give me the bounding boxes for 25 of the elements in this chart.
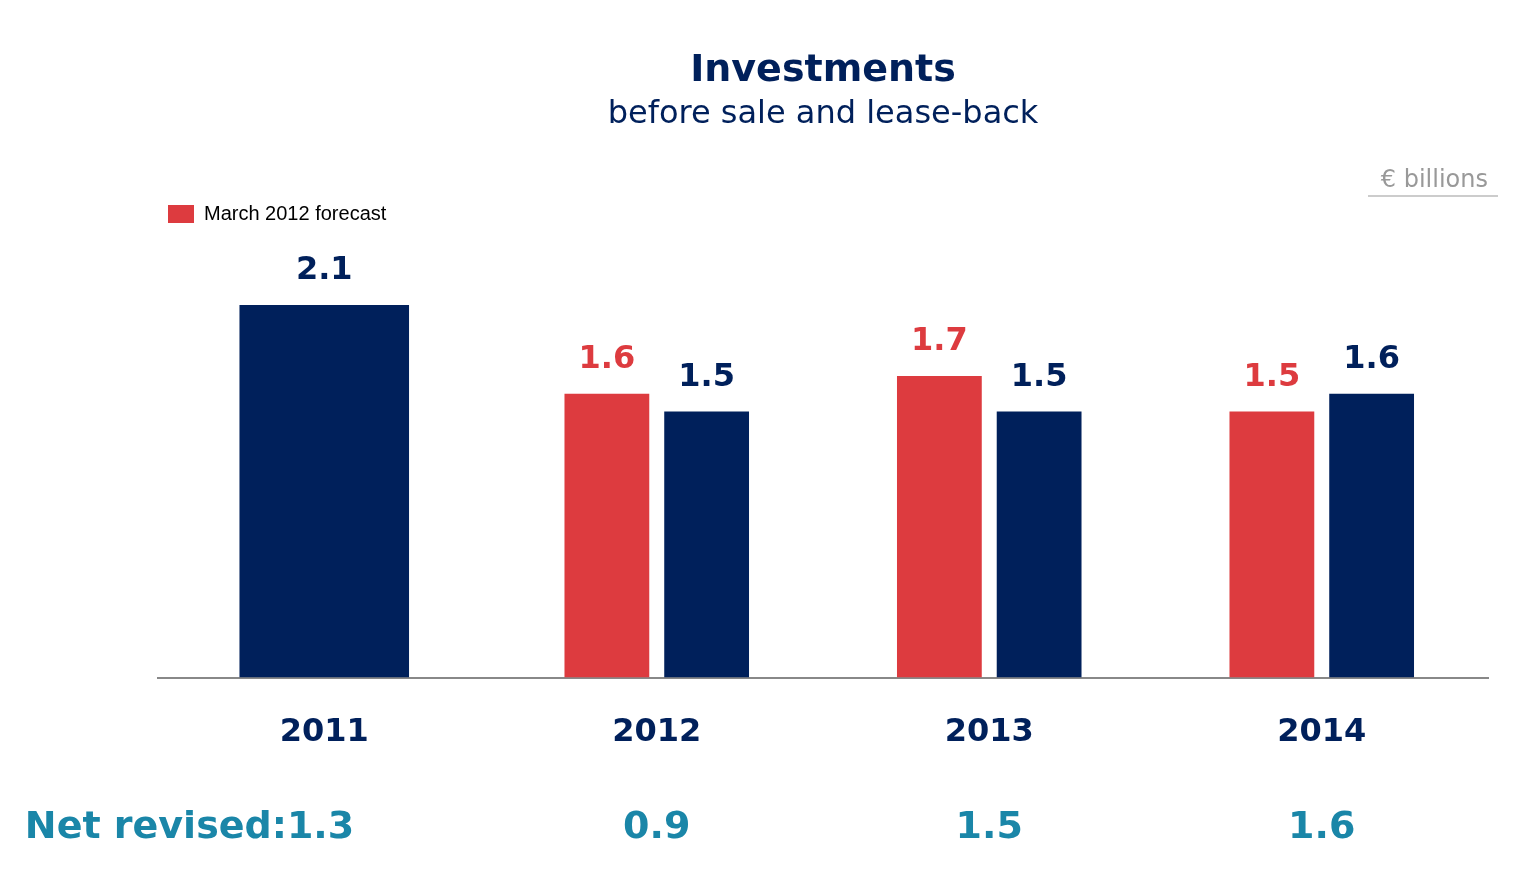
x-tick-label: 2014 <box>1277 711 1367 750</box>
bar <box>564 393 650 678</box>
x-tick-label: 2012 <box>612 711 702 750</box>
data-label: 1.6 <box>578 338 636 377</box>
bar <box>996 411 1082 678</box>
chart-subtitle: before sale and lease-back <box>607 93 1039 132</box>
data-label: 2.1 <box>295 249 353 288</box>
x-tick-label: 2011 <box>279 711 369 750</box>
data-label: 1.5 <box>1243 355 1301 394</box>
bar <box>896 375 982 678</box>
data-label: 1.5 <box>678 355 735 394</box>
bar <box>1329 393 1415 678</box>
data-label: 1.5 <box>1010 355 1068 394</box>
text: 0.9 <box>623 802 691 847</box>
text: 1.5 <box>955 802 1023 847</box>
text: 1.6 <box>1288 802 1356 847</box>
x-tick-label: 2013 <box>944 711 1034 750</box>
bar <box>1229 411 1315 678</box>
legend-label: March 2012 forecast <box>204 201 387 224</box>
data-label: 1.6 <box>1343 338 1400 377</box>
chart-title: Investments <box>690 45 956 90</box>
text: € billions <box>1380 165 1488 194</box>
text: Net revised:1.3 <box>24 802 355 847</box>
bar <box>664 411 750 678</box>
data-label: 1.7 <box>911 320 968 359</box>
